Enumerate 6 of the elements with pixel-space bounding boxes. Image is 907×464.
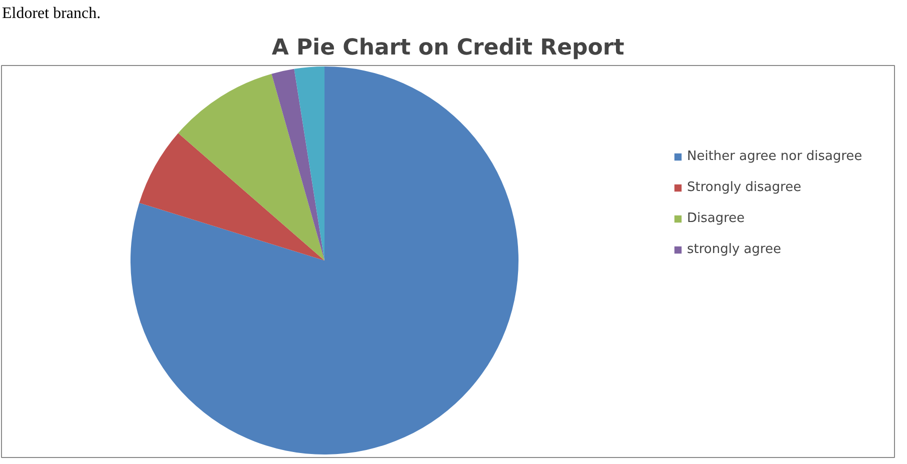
chart-title: A Pie Chart on Credit Report — [272, 36, 625, 60]
text: Eldoret branch. — [2, 5, 101, 23]
legend-label: strongly agree — [687, 242, 782, 257]
legend-label: Strongly disagree — [687, 180, 802, 195]
legend-label: Neither agree nor disagree — [687, 149, 862, 164]
legend-label: Disagree — [687, 211, 745, 226]
